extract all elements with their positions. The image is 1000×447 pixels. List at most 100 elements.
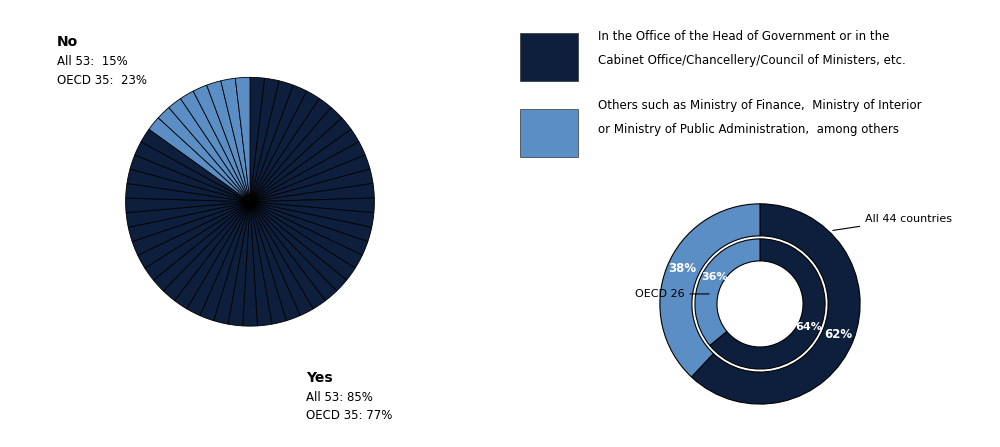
Wedge shape	[250, 169, 373, 202]
Wedge shape	[695, 239, 760, 346]
Wedge shape	[135, 142, 250, 202]
Wedge shape	[250, 129, 359, 202]
Wedge shape	[141, 129, 250, 202]
Wedge shape	[228, 202, 250, 326]
Wedge shape	[250, 202, 286, 324]
Text: MEX: MEX	[183, 325, 202, 334]
Wedge shape	[250, 142, 365, 202]
Wedge shape	[130, 155, 250, 202]
Text: IDN: IDN	[339, 301, 355, 310]
Wedge shape	[250, 91, 319, 202]
Text: FIN: FIN	[385, 217, 400, 227]
Wedge shape	[200, 202, 250, 320]
Text: ARG: ARG	[258, 61, 276, 70]
Text: PRY: PRY	[107, 249, 123, 257]
Text: DEU: DEU	[137, 99, 155, 108]
Wedge shape	[710, 239, 825, 369]
Text: AUS: AUS	[274, 63, 291, 72]
Text: All 53:  15%: All 53: 15%	[57, 55, 128, 68]
Text: SVN: SVN	[95, 201, 113, 210]
Wedge shape	[138, 202, 250, 268]
Wedge shape	[169, 99, 250, 202]
Wedge shape	[207, 81, 250, 202]
Wedge shape	[128, 202, 250, 241]
Text: AUT: AUT	[290, 66, 307, 76]
Wedge shape	[132, 202, 250, 255]
Text: PHL: PHL	[122, 277, 139, 286]
Text: JOR: JOR	[282, 330, 297, 339]
Wedge shape	[235, 77, 250, 202]
Wedge shape	[149, 118, 250, 202]
Text: BRA: BRA	[320, 80, 337, 89]
Text: URY: URY	[109, 139, 126, 148]
Wedge shape	[175, 202, 250, 309]
Text: HUN: HUN	[351, 290, 370, 299]
Wedge shape	[250, 108, 342, 202]
Wedge shape	[250, 77, 265, 202]
Wedge shape	[181, 91, 250, 202]
Text: OECD 35: 77%: OECD 35: 77%	[306, 409, 392, 422]
Wedge shape	[660, 204, 760, 377]
Text: JPN: JPN	[266, 333, 281, 342]
Wedge shape	[250, 85, 307, 202]
Text: NOR: NOR	[155, 311, 174, 320]
Text: TUR: TUR	[103, 153, 120, 162]
Text: LTU: LTU	[219, 333, 234, 342]
Wedge shape	[221, 78, 250, 202]
Wedge shape	[250, 202, 313, 316]
Wedge shape	[243, 202, 257, 326]
Text: ESP: ESP	[386, 185, 403, 194]
Text: 62%: 62%	[824, 329, 852, 342]
Text: 38%: 38%	[668, 262, 696, 275]
Text: In the Office of the Head of Government or in the: In the Office of the Head of Government …	[598, 30, 889, 43]
Wedge shape	[250, 81, 293, 202]
Wedge shape	[250, 99, 331, 202]
Text: PAN: PAN	[143, 301, 161, 310]
Wedge shape	[163, 202, 250, 300]
Text: FRA: FRA	[382, 233, 399, 242]
Text: PER: PER	[132, 290, 149, 299]
Wedge shape	[187, 202, 250, 316]
Text: GTM: GTM	[361, 277, 380, 286]
Text: No: No	[57, 35, 78, 49]
Text: ISR: ISR	[312, 319, 327, 328]
Text: All 53: 85%: All 53: 85%	[306, 391, 373, 404]
Text: ISL: ISL	[326, 311, 340, 320]
Text: BEL: BEL	[305, 72, 321, 81]
Wedge shape	[250, 202, 347, 291]
Wedge shape	[250, 183, 374, 202]
Text: or Ministry of Public Administration,  among others: or Ministry of Public Administration, am…	[598, 123, 899, 136]
Wedge shape	[153, 202, 250, 291]
Text: ROU: ROU	[99, 233, 118, 242]
Text: Cabinet Office/Chancellery/Council of Ministers, etc.: Cabinet Office/Chancellery/Council of Mi…	[598, 54, 906, 67]
Wedge shape	[250, 202, 374, 228]
Wedge shape	[158, 108, 250, 202]
Text: USA: USA	[117, 124, 134, 133]
Wedge shape	[193, 85, 250, 202]
Wedge shape	[250, 202, 272, 326]
Text: SLV: SLV	[100, 217, 115, 227]
Wedge shape	[127, 169, 250, 202]
Bar	[520, 109, 578, 157]
Wedge shape	[126, 202, 250, 228]
Text: 36%: 36%	[702, 272, 728, 282]
Text: LVA: LVA	[180, 72, 195, 81]
Text: GRC: GRC	[370, 263, 388, 272]
Wedge shape	[250, 202, 325, 309]
Text: IRL: IRL	[153, 89, 167, 97]
Text: Yes: Yes	[306, 371, 333, 385]
Wedge shape	[214, 202, 250, 324]
Text: OECD 26: OECD 26	[635, 289, 709, 299]
Wedge shape	[691, 204, 860, 404]
Wedge shape	[250, 118, 351, 202]
Wedge shape	[126, 198, 250, 213]
Text: SWE: SWE	[223, 61, 242, 70]
Text: CAN: CAN	[333, 89, 351, 97]
Text: 64%: 64%	[795, 322, 822, 332]
Text: NZL: NZL	[193, 66, 210, 76]
Wedge shape	[250, 202, 355, 280]
Wedge shape	[250, 198, 374, 213]
Text: COL: COL	[366, 124, 383, 133]
Wedge shape	[250, 155, 370, 202]
Text: SVK: SVK	[97, 185, 114, 194]
